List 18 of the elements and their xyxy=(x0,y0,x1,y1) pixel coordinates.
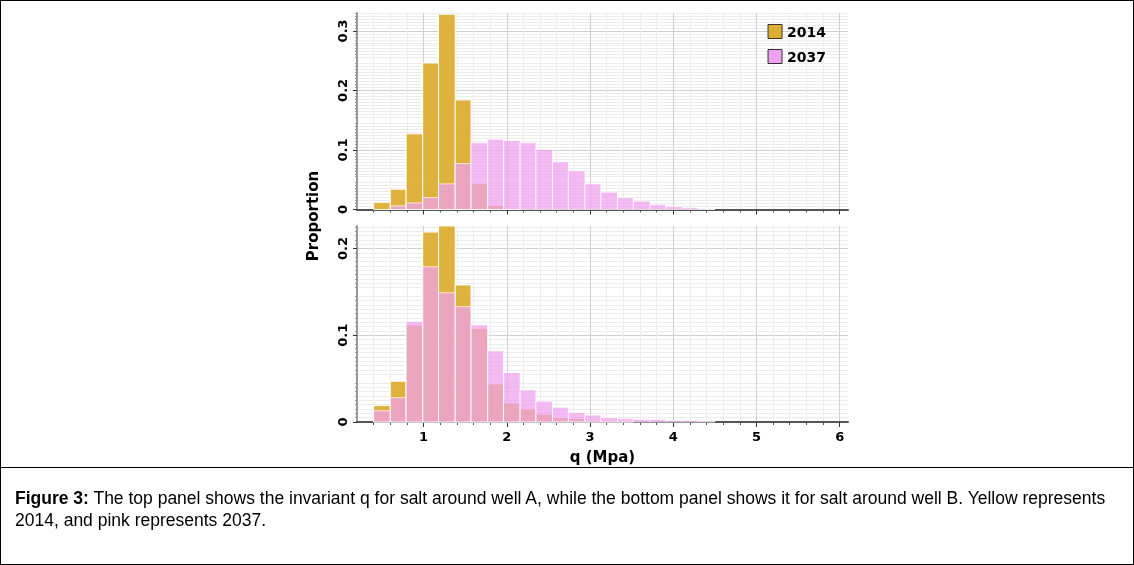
y-tick-label: 0 xyxy=(335,204,350,214)
y-tick-label: 0.2 xyxy=(335,237,350,261)
x-axis-title: q (Mpa) xyxy=(569,447,636,466)
y-tick-label: 0 xyxy=(335,417,350,427)
y-tick-label: 0.3 xyxy=(335,19,350,43)
legend-label: 2014 xyxy=(787,23,827,40)
x-tick-label: 1 xyxy=(419,429,429,444)
x-tick-label: 2 xyxy=(502,429,512,444)
y-tick-label: 0.2 xyxy=(335,78,350,102)
caption: Figure 3: The top panel shows the invariant q for salt around well A, while the bottom panel shows it for salt around well B. Yellow represents 2014, and pink represents 2037. xyxy=(15,487,1107,531)
y-tick-label: 0.1 xyxy=(335,138,350,162)
x-tick-label: 3 xyxy=(585,429,595,444)
y-axis-title: Proportion xyxy=(304,170,323,262)
x-tick-label: 4 xyxy=(668,429,678,444)
y-tick-label: 0.1 xyxy=(335,323,350,347)
x-tick-label: 6 xyxy=(835,429,845,444)
x-tick-label: 5 xyxy=(751,429,761,444)
legend-label: 2037 xyxy=(787,48,826,65)
